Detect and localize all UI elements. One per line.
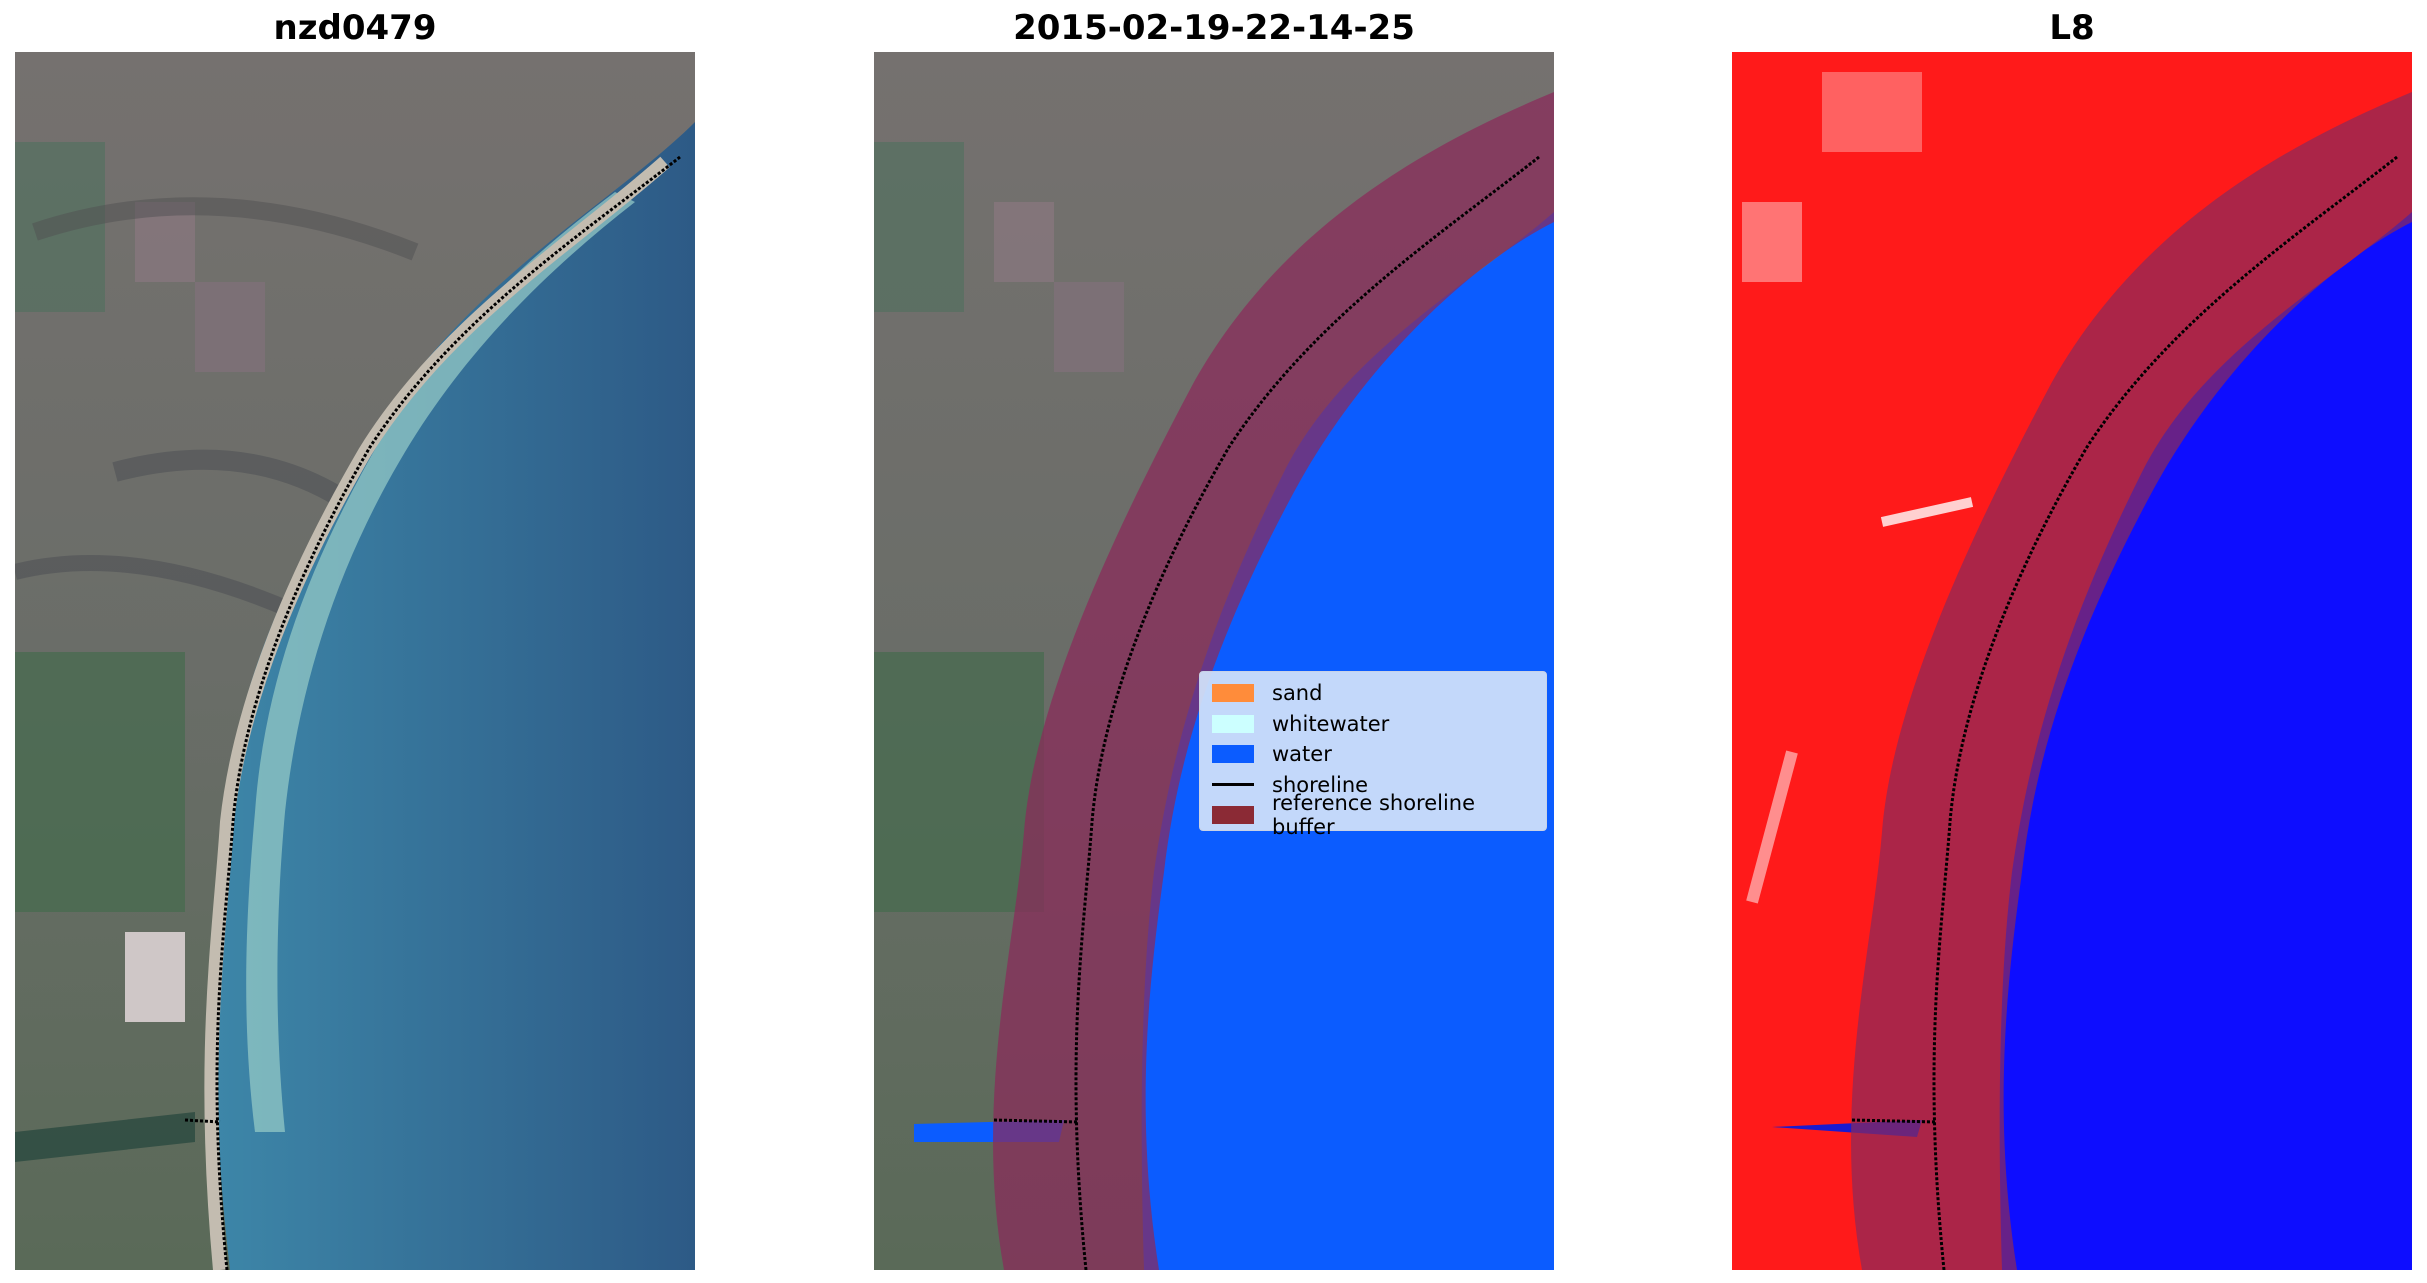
- buffer-swatch: [1212, 806, 1254, 825]
- shoreline: [1074, 155, 1540, 1270]
- shoreline-swatch: [1212, 783, 1254, 787]
- classification-panel: [874, 52, 1554, 1270]
- sand-swatch: [1212, 684, 1254, 703]
- water-swatch: [1212, 745, 1254, 764]
- shoreline: [215, 155, 681, 1270]
- legend-item-buffer: reference shoreline buffer: [1212, 791, 1534, 839]
- legend-label: sand: [1272, 681, 1323, 706]
- index-image-panel: [1732, 52, 2412, 1270]
- rgb-image-panel: [15, 52, 695, 1270]
- legend-label: whitewater: [1272, 711, 1390, 736]
- shoreline: [1932, 155, 2398, 1270]
- legend-item-shoreline: shoreline: [1212, 770, 1534, 801]
- legend-item-whitewater: whitewater: [1212, 709, 1534, 740]
- reference-shoreline-buffer: [993, 92, 1554, 1270]
- surf-zone: [246, 192, 636, 1132]
- legend-label: water: [1272, 742, 1332, 767]
- panel-title-2: 2015-02-19-22-14-25: [1013, 8, 1415, 48]
- legend-item-sand: sand: [1212, 678, 1534, 709]
- whitewater-swatch: [1212, 714, 1254, 733]
- ocean-area: [214, 122, 695, 1270]
- legend: sand whitewater water shoreline referenc…: [1199, 671, 1547, 839]
- index-water-area: [1999, 212, 2412, 1270]
- panel-title-3: L8: [2049, 8, 2095, 48]
- legend-label: shoreline: [1272, 772, 1369, 797]
- legend-label: reference shoreline buffer: [1272, 791, 1476, 840]
- panel-title-1: nzd0479: [273, 8, 437, 48]
- legend-item-water: water: [1212, 739, 1534, 770]
- reference-shoreline-buffer: [1851, 92, 2412, 1270]
